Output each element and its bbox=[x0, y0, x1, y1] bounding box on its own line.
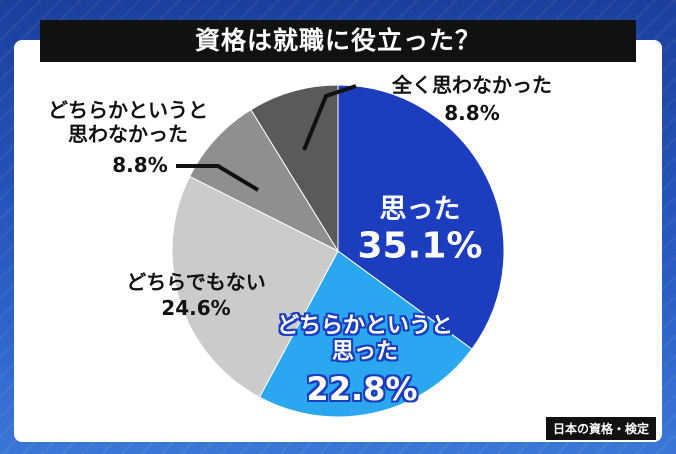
leader-line bbox=[176, 164, 260, 192]
pie-slice bbox=[250, 84, 339, 253]
slice-label: 全く思わなかった bbox=[392, 73, 552, 97]
source: 日本の資格・検定 bbox=[545, 417, 656, 440]
value-label: 8.8% bbox=[444, 101, 500, 125]
pie-slice bbox=[189, 108, 340, 253]
value-label: 22.8% bbox=[306, 369, 418, 408]
slice-label: どちらでもない bbox=[126, 270, 266, 294]
slice-label: 思った bbox=[379, 193, 461, 225]
chart-title: 資格は就職に役立った？ bbox=[40, 20, 636, 62]
pie-slice bbox=[258, 250, 473, 418]
slice-label: どちらかというと 思った bbox=[276, 313, 454, 365]
slice-label: どちらかというと 思わなかった bbox=[48, 98, 208, 146]
value-label: 35.1% bbox=[357, 225, 483, 267]
leader-line bbox=[302, 84, 357, 151]
value-label: 24.6% bbox=[161, 296, 231, 320]
pie-slice bbox=[171, 175, 339, 398]
value-label: 8.8% bbox=[112, 153, 168, 177]
pie-slice bbox=[337, 84, 505, 350]
